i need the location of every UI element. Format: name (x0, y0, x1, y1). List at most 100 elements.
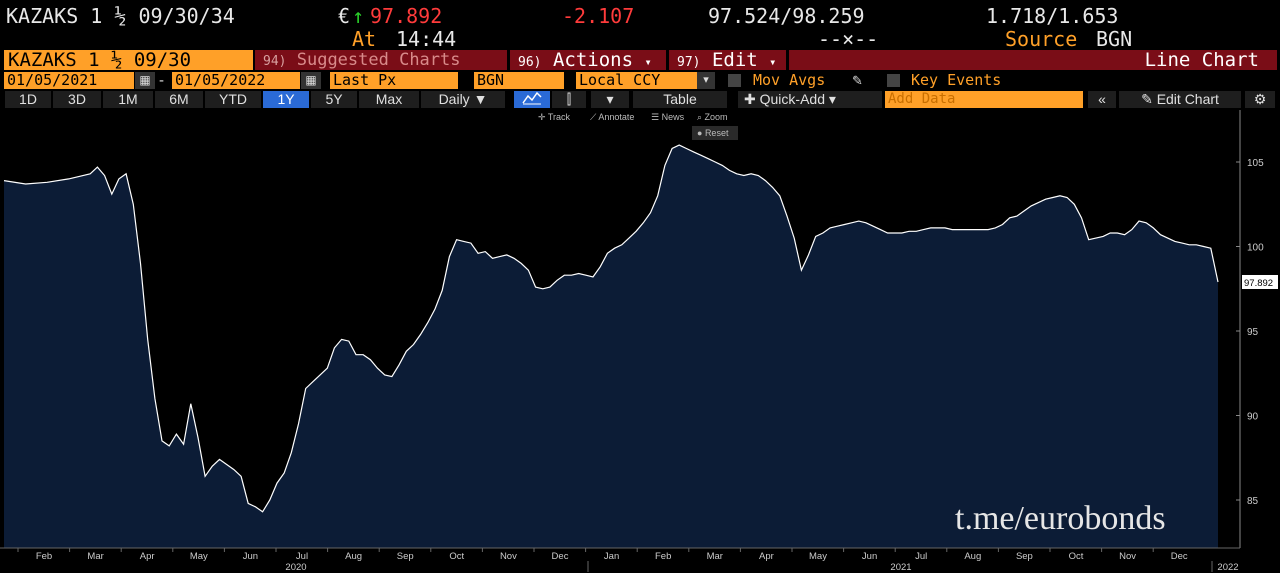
price-change: -2.107 (562, 4, 635, 28)
x-month-label: Aug (964, 551, 981, 562)
actions-label: Actions (552, 49, 634, 71)
source-field[interactable]: BGN (474, 72, 564, 89)
collapse-icon[interactable]: « (1088, 91, 1116, 108)
period-1y[interactable]: 1Y (263, 91, 309, 108)
suggested-charts-button[interactable]: 94) Suggested Charts (255, 50, 507, 70)
x-month-label: Apr (140, 551, 155, 562)
last-price: 97.892 (370, 4, 443, 28)
zoom-tool[interactable]: ⌕ Zoom (697, 112, 728, 122)
key-events-label: Key Events (911, 71, 1002, 89)
quote-time: 14:44 (396, 27, 457, 51)
main-toolbar: KAZAKS 1 ½ 09/30 94) Suggested Charts 96… (0, 49, 1280, 71)
x-month-label: Oct (449, 551, 464, 562)
calendar-icon[interactable]: ▦ (301, 72, 321, 89)
x-year-label: 2020 (285, 562, 306, 573)
key-events-checkbox[interactable] (887, 74, 900, 87)
date-separator: - (159, 72, 164, 89)
x-month-label: Sep (1016, 551, 1033, 562)
x-year-label: 2021 (890, 562, 911, 573)
price-chart[interactable]: 85 90 95 100 105 97.892 Feb Mar Apr May Jun Jul Aug S… (0, 110, 1280, 573)
quote-header: KAZAKS 1 ½ 09/30/34 € ↑ 97.892 At 14:44 … (0, 0, 1280, 51)
caret-down-icon: ▾ (644, 55, 652, 69)
actions-menu[interactable]: 96) Actions ▾ (510, 50, 666, 70)
currency-selector[interactable]: Local CCY (576, 72, 697, 89)
mov-avgs-label: Mov Avgs (753, 71, 826, 89)
period-6m[interactable]: 6M (155, 91, 203, 108)
watermark: t.me/eurobonds (955, 500, 1166, 537)
suggested-num: 94) (263, 54, 287, 69)
edit-label: Edit (711, 49, 758, 71)
y-tick-label: 105 (1247, 158, 1264, 169)
ticker[interactable]: KAZAKS 1 ½ 09/30/34 (6, 4, 235, 28)
gear-icon[interactable]: ⚙ (1245, 91, 1275, 108)
last-value-label: 97.892 (1244, 278, 1273, 289)
x-month-label: Jul (296, 551, 308, 562)
period-1d[interactable]: 1D (5, 91, 51, 108)
x-month-label: Jan (604, 551, 619, 562)
params-bar: 01/05/2021 ▦ - 01/05/2022 ▦ Last Px BGN … (0, 72, 1280, 90)
caret-down-icon: ▾ (769, 55, 777, 69)
period-ytd[interactable]: YTD (205, 91, 261, 108)
plus-icon: ✚ (744, 91, 756, 107)
security-field[interactable]: KAZAKS 1 ½ 09/30 (4, 50, 253, 70)
x-month-label: Aug (345, 551, 362, 562)
period-max[interactable]: Max (359, 91, 419, 108)
x-month-label: Jun (243, 551, 258, 562)
period-5y[interactable]: 5Y (311, 91, 357, 108)
reset-label: Reset (704, 128, 729, 138)
field-selector[interactable]: Last Px (330, 72, 458, 89)
frequency-dropdown[interactable]: Daily ▼ (421, 91, 505, 108)
dashes: --×-- (818, 27, 879, 51)
reset-button[interactable]: ● Reset (692, 126, 738, 140)
caret-down-icon: ▼ (473, 91, 488, 107)
edit-chart-button[interactable]: ✎ Edit Chart (1119, 91, 1241, 108)
annotate-tool[interactable]: ⟋ Annotate (590, 112, 635, 122)
edit-chart-label: Edit Chart (1156, 91, 1219, 107)
x-month-label: Feb (36, 551, 52, 562)
frequency-label: Daily (438, 91, 470, 107)
x-month-label: Oct (1069, 551, 1084, 562)
news-label: News (661, 112, 685, 122)
end-date-field[interactable]: 01/05/2022 (172, 72, 300, 89)
quick-add-button[interactable]: ✚ Quick-Add ▾ (738, 91, 882, 108)
price-area (4, 145, 1218, 548)
price-line (3, 144, 1219, 513)
at-label: At (352, 27, 377, 51)
x-month-label: Sep (397, 551, 414, 562)
calendar-icon[interactable]: ▦ (135, 72, 155, 89)
chart-type-caret-icon[interactable]: ▾ (591, 91, 629, 108)
currency-symbol: € (338, 4, 351, 28)
start-date-field[interactable]: 01/05/2021 (4, 72, 134, 89)
y-tick-label: 85 (1247, 496, 1259, 507)
mov-avgs-checkbox[interactable] (728, 74, 741, 87)
add-data-input[interactable]: Add Data (885, 91, 1083, 108)
source-label: Source (1005, 27, 1078, 51)
x-month-label: May (190, 551, 208, 562)
source-value: BGN (1096, 27, 1133, 51)
candlestick-icon[interactable]: ⫿ (552, 91, 586, 108)
news-tool[interactable]: ☰ News (651, 112, 685, 122)
caret-down-icon: ▾ (828, 91, 836, 107)
chart-type-label: Line Chart (789, 50, 1277, 70)
x-year-label: 2022 (1217, 562, 1238, 573)
x-month-label: Mar (87, 551, 103, 562)
pencil-icon: ✎ (1141, 91, 1153, 107)
x-month-label: Feb (655, 551, 671, 562)
caret-down-icon[interactable]: ▾ (697, 72, 715, 89)
annotate-label: Annotate (598, 112, 635, 122)
pencil-icon[interactable]: ✎ (852, 73, 863, 88)
period-3d[interactable]: 3D (53, 91, 101, 108)
last-value-box (1242, 274, 1278, 289)
x-month-label: Mar (707, 551, 723, 562)
line-chart-icon[interactable] (514, 91, 550, 108)
track-tool[interactable]: ✛ Track (538, 112, 571, 122)
track-label: Track (547, 112, 571, 122)
x-month-label: Dec (1171, 551, 1188, 562)
x-month-label: Nov (500, 551, 517, 562)
table-button[interactable]: Table (633, 91, 727, 108)
period-1m[interactable]: 1M (103, 91, 153, 108)
edit-menu[interactable]: 97) Edit ▾ (669, 50, 786, 70)
yields: 1.718/1.653 (986, 4, 1119, 28)
x-month-label: Jun (862, 551, 877, 562)
quick-add-label: Quick-Add (759, 91, 825, 107)
